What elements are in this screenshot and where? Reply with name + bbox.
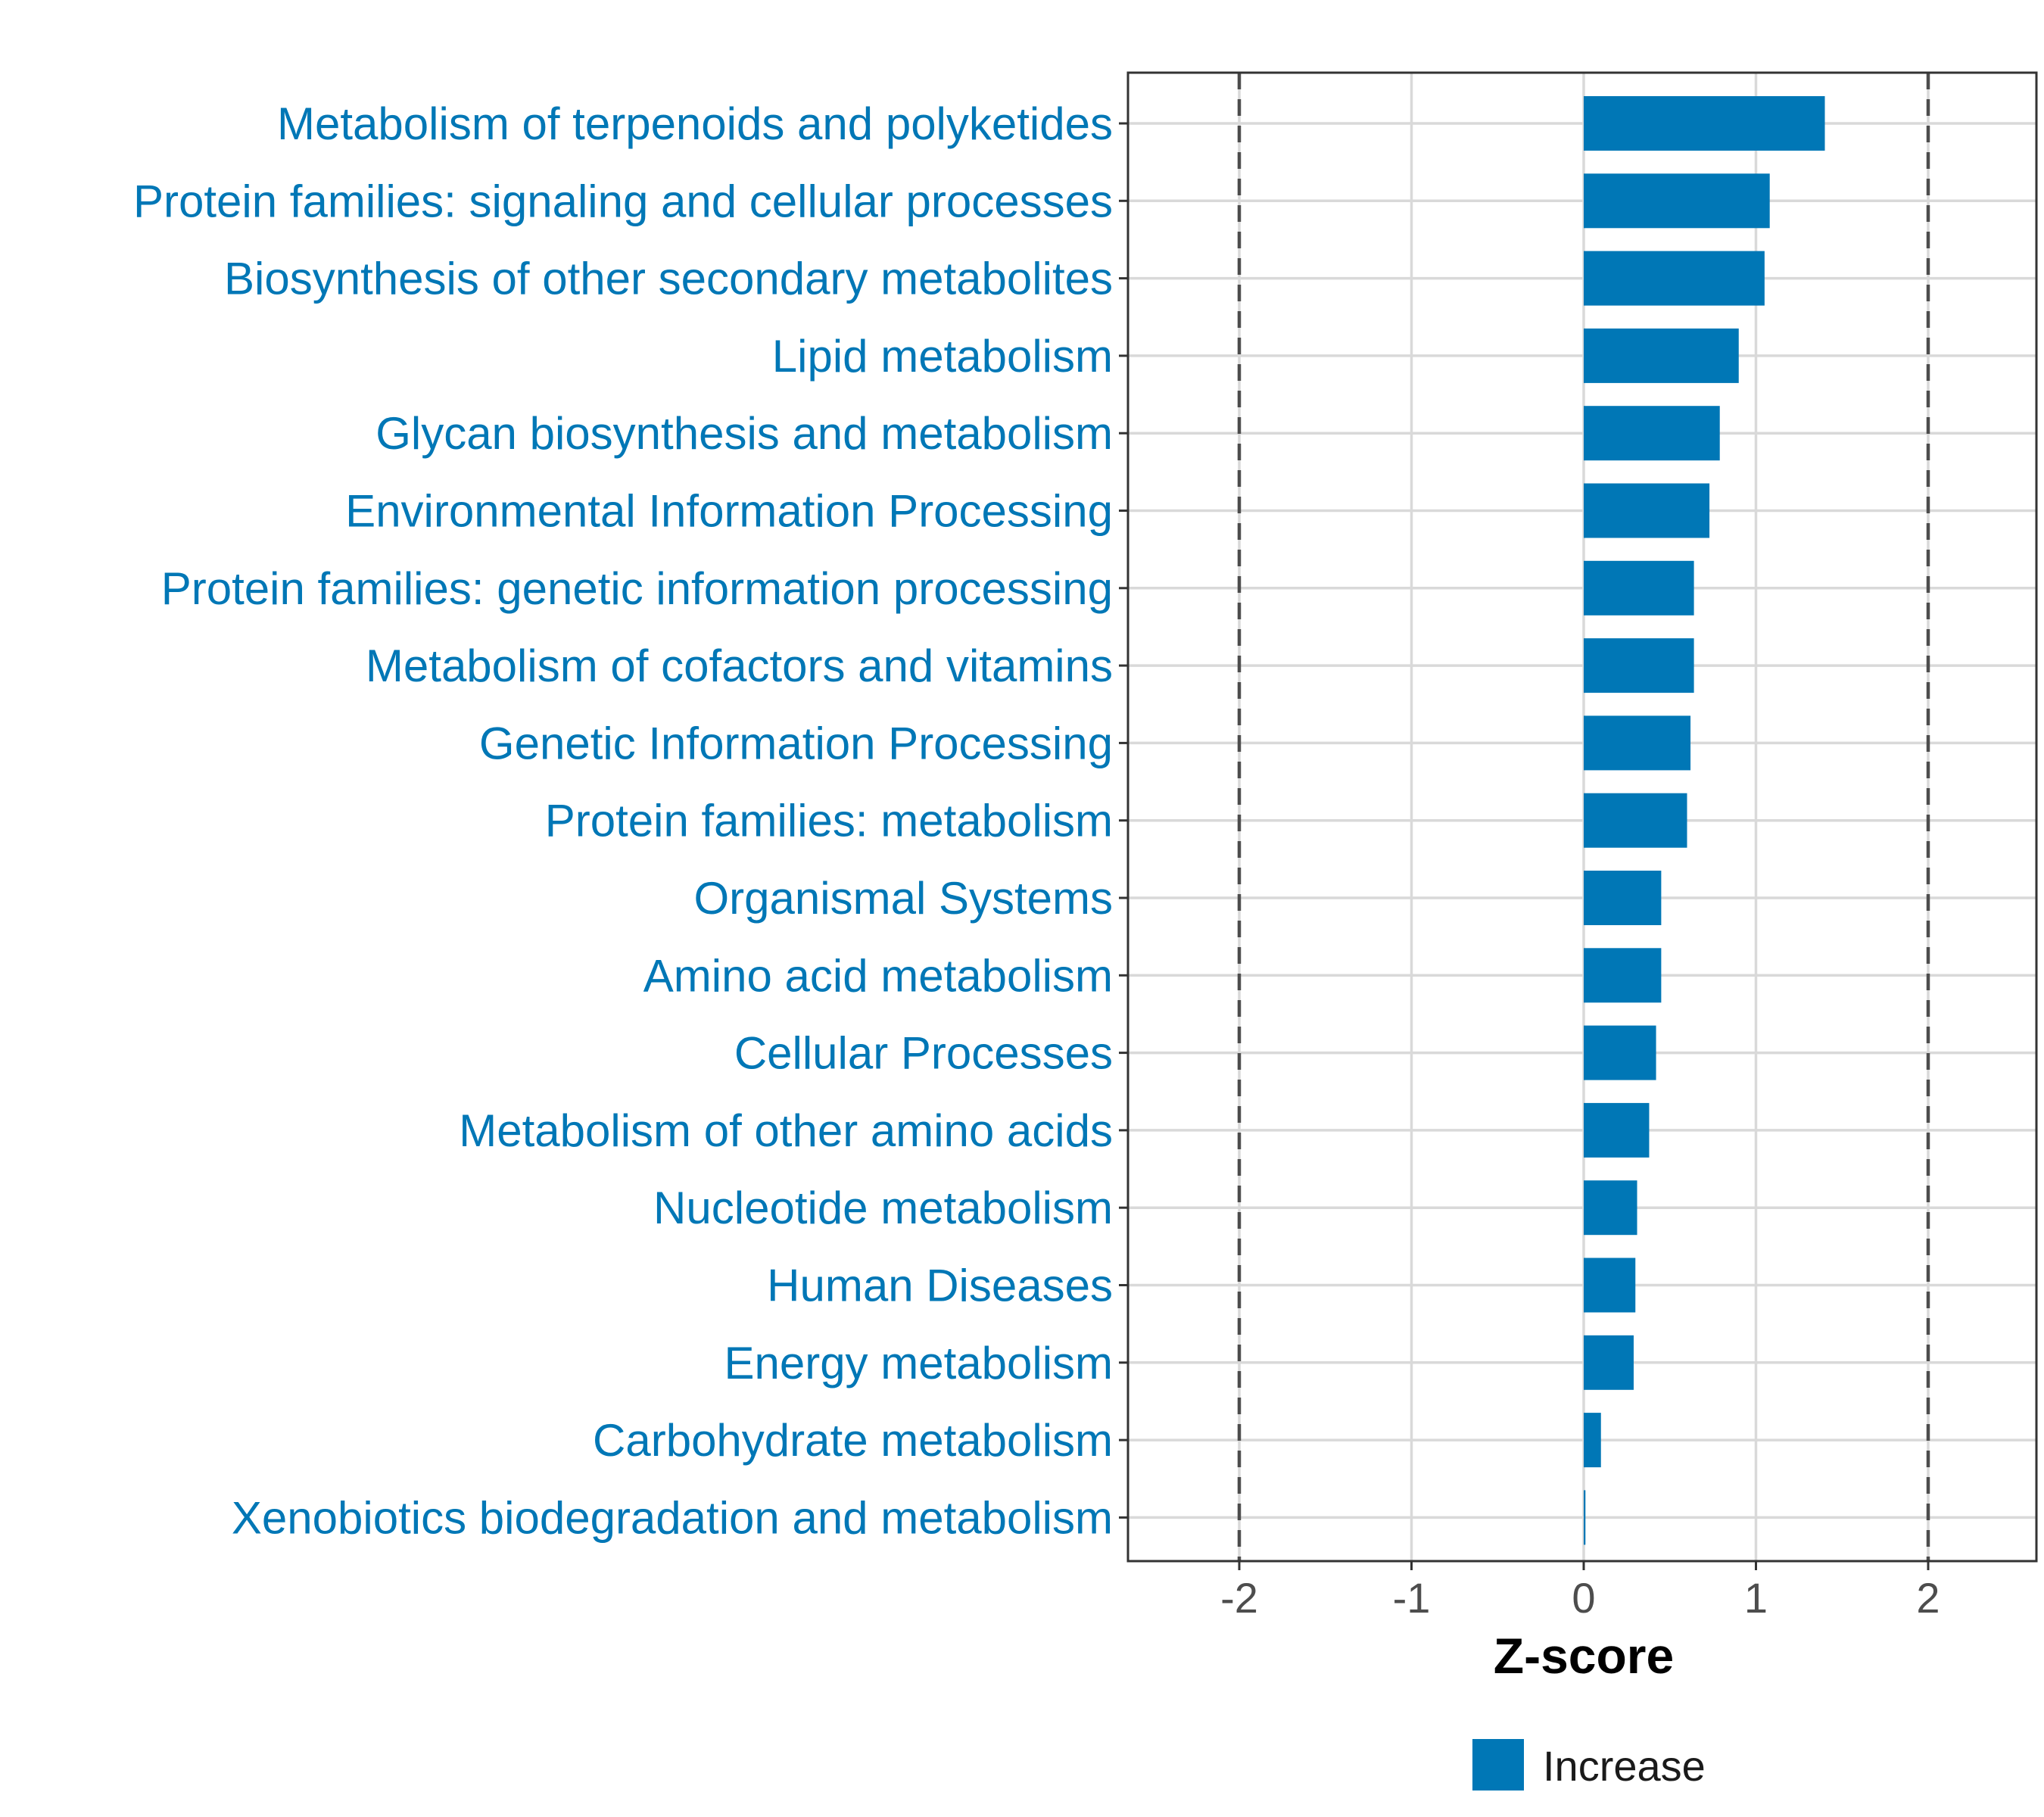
bar-7 [1584, 560, 1694, 616]
x-tick-label: 1 [1744, 1574, 1768, 1622]
category-label: Cellular Processes [734, 1028, 1113, 1079]
bar-5 [1584, 406, 1720, 461]
category-label: Environmental Information Processing [345, 486, 1113, 537]
x-tick-label: 2 [1916, 1574, 1940, 1622]
category-label: Organismal Systems [694, 873, 1113, 924]
bar-10 [1584, 793, 1687, 848]
category-label: Glycan biosynthesis and metabolism [375, 408, 1113, 459]
category-label: Carbohydrate metabolism [593, 1415, 1113, 1466]
x-tick-label: 0 [1572, 1574, 1595, 1622]
legend-key-increase [1472, 1739, 1524, 1791]
bar-13 [1584, 1025, 1656, 1080]
x-tick-label: -1 [1393, 1574, 1431, 1622]
bar-6 [1584, 483, 1710, 538]
category-label: Metabolism of terpenoids and polyketides [277, 98, 1113, 149]
category-label: Metabolism of other amino acids [459, 1105, 1113, 1156]
category-label: Metabolism of cofactors and vitamins [366, 640, 1113, 691]
category-label: Protein families: genetic information pr… [161, 563, 1113, 614]
x-tick-label: -2 [1220, 1574, 1258, 1622]
category-label: Nucleotide metabolism [653, 1183, 1113, 1233]
category-label: Human Diseases [767, 1261, 1113, 1311]
bar-3 [1584, 251, 1765, 306]
category-label: Biosynthesis of other secondary metaboli… [224, 254, 1113, 304]
category-label: Lipid metabolism [772, 331, 1113, 382]
bars [1584, 96, 1825, 1545]
category-label: Energy metabolism [724, 1338, 1113, 1388]
bar-2 [1584, 173, 1770, 229]
bar-17 [1584, 1335, 1634, 1390]
category-label: Amino acid metabolism [643, 950, 1113, 1001]
bar-18 [1584, 1413, 1601, 1468]
category-label: Protein families: metabolism [545, 796, 1113, 846]
grid-layer [1128, 73, 2036, 1561]
bar-12 [1584, 948, 1662, 1003]
bar-14 [1584, 1102, 1650, 1158]
plot-panel-border [1126, 71, 2038, 1563]
bar-16 [1584, 1258, 1636, 1313]
x-ticks: -2 -1 0 1 2 [1220, 1561, 1940, 1622]
bar-15 [1584, 1180, 1637, 1236]
bar-1 [1584, 96, 1825, 151]
x-axis-title: Z-score [1494, 1628, 1674, 1684]
bar-4 [1584, 328, 1739, 383]
category-label: Xenobiotics biodegradation and metabolis… [232, 1492, 1113, 1543]
bar-8 [1584, 638, 1694, 693]
legend-label-increase: Increase [1543, 1742, 1706, 1790]
bar-9 [1584, 715, 1691, 771]
category-label: Genetic Information Processing [479, 718, 1113, 768]
bar-19 [1584, 1490, 1586, 1545]
bar-11 [1584, 871, 1662, 925]
category-label: Protein families: signaling and cellular… [133, 176, 1113, 226]
y-ticks: Metabolism of terpenoids and polyketides… [133, 98, 1128, 1543]
reference-lines [1237, 73, 1930, 1561]
legend: Increase [1472, 1739, 1706, 1791]
